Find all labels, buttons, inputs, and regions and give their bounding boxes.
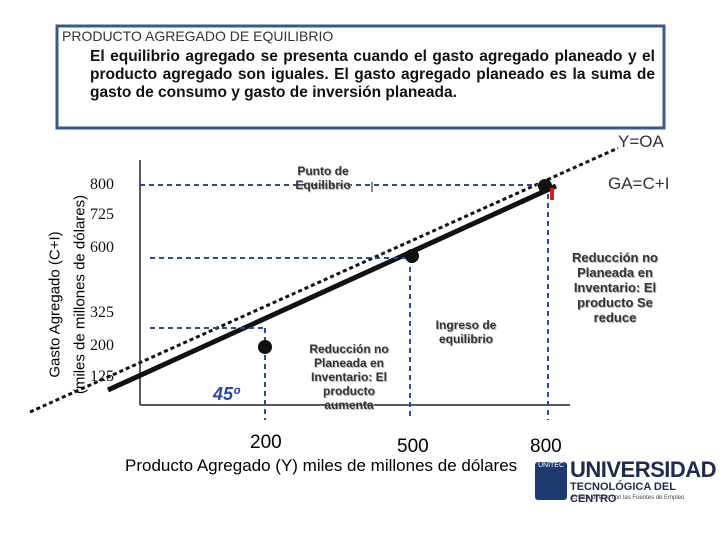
point: [405, 249, 419, 263]
logo-badge-text: UNITEC: [537, 462, 565, 469]
paragraph: El equilibrio agregado se presenta cuand…: [90, 48, 655, 101]
y-tick: 200: [90, 337, 114, 354]
text-frame: [55, 24, 666, 130]
oa-line: [29, 146, 619, 414]
angle-label: 45º: [213, 384, 240, 404]
x-tick: 800: [530, 436, 562, 457]
point: [258, 340, 272, 354]
x-tick: 200: [250, 432, 282, 453]
x-axis-title: Producto Agregado (Y) miles de millones …: [125, 456, 518, 475]
right-note: Reducción no Planeada en Inventario: El …: [572, 250, 658, 325]
point: [538, 179, 552, 193]
logo-badge: UNITEC: [535, 462, 567, 500]
y-tick: 800: [90, 176, 114, 193]
logo-name: UNIVERSIDAD: [570, 457, 717, 482]
y-tick: 725: [90, 206, 114, 223]
y-tick: 125: [90, 368, 114, 385]
guides: [140, 184, 549, 420]
equilibrium-income-label: Ingreso de equilibrio: [435, 318, 497, 346]
left-note: Reducción no Planeada en Inventario: El …: [309, 342, 389, 412]
x-tick: 500: [397, 436, 429, 457]
y-tick: 325: [90, 304, 114, 321]
ga-line: [106, 183, 558, 393]
y-axis-subtitle: (miles de millones de dólares): [71, 194, 89, 395]
logo-tagline: Enlace directo con las Fuentes de Empleo: [572, 495, 685, 501]
y-axis-title: Gasto Agregado (C+I): [46, 231, 64, 378]
y-tick: 600: [90, 239, 114, 256]
equilibrium-point-label: Punto de Equilibrio: [295, 164, 351, 192]
logo-sub: TECNOLÓGICA DEL CENTRO: [570, 481, 676, 505]
title: PRODUCTO AGREGADO DE EQUILIBRIO: [62, 28, 334, 44]
ga-label: GA=C+I: [608, 174, 670, 193]
oa-label: Y=OA: [618, 132, 664, 151]
